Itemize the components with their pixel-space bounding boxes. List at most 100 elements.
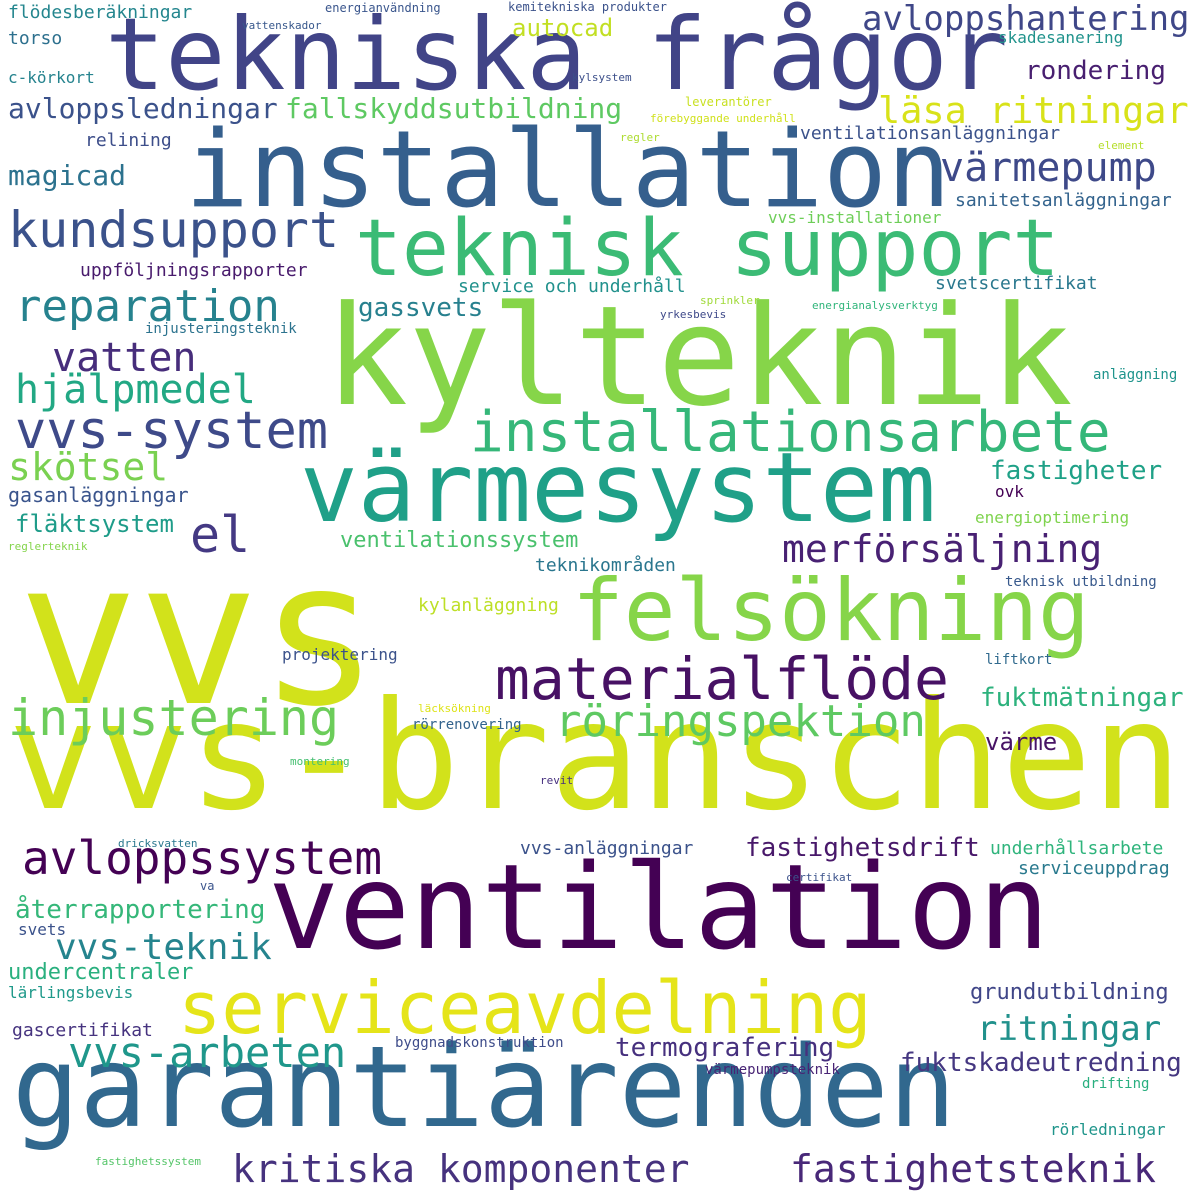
word: vvs-system — [15, 401, 329, 461]
word: fallskyddsutbildning — [285, 92, 623, 125]
word: garantiärenden — [12, 1023, 957, 1153]
word: c-körkort — [8, 68, 95, 87]
word: ovk — [995, 482, 1024, 501]
word: fastigheter — [990, 456, 1163, 486]
word: vvs-arbeten — [68, 1028, 347, 1077]
word: merförsäljning — [782, 527, 1103, 571]
word: vatten — [52, 335, 197, 381]
word: rörledningar — [1050, 1120, 1166, 1139]
word: relining — [85, 130, 172, 151]
word: serviceuppdrag — [1018, 858, 1170, 879]
word: fastighetsteknik — [790, 1147, 1157, 1191]
word: montering — [290, 755, 350, 768]
word: kylanläggning — [418, 595, 559, 616]
word: teknisk utbildning — [1005, 574, 1157, 590]
word: ventilationsanläggningar — [800, 123, 1061, 144]
word: injustering — [8, 689, 340, 747]
word: injusteringsteknik — [145, 321, 297, 337]
word: fastighetsdrift — [745, 833, 980, 863]
word: rondering — [1025, 56, 1166, 86]
word: fuktmätningar — [980, 683, 1184, 713]
word: liftkort — [985, 652, 1053, 668]
word: undercentraler — [8, 960, 194, 985]
word: vvs-branschen — [8, 670, 1182, 844]
word: leverantörer — [685, 95, 772, 109]
word: fläktsystem — [15, 510, 174, 538]
word: fuktskadeutredning — [900, 1048, 1182, 1078]
word: fastighetssystem — [95, 1155, 201, 1168]
word: energianalysverktyg — [812, 299, 938, 312]
word: installationsarbete — [470, 400, 1111, 465]
word: svetscertifikat — [935, 273, 1098, 294]
word: gassvets — [358, 293, 484, 323]
word: ventilationssystem — [340, 528, 579, 553]
word: sanitetsanläggningar — [955, 190, 1172, 211]
word: byggnadskonstruktion — [395, 1035, 564, 1051]
word: underhållsarbete — [990, 838, 1164, 859]
word: läcksökning — [418, 702, 491, 715]
word: dricksvatten — [118, 837, 198, 850]
word: anläggning — [1093, 367, 1178, 383]
word: installation — [185, 108, 951, 231]
word: termografering — [615, 1033, 835, 1063]
word: certifikat — [786, 871, 853, 884]
word: avloppsledningar — [8, 92, 278, 125]
word: svets — [18, 920, 67, 939]
word: projektering — [282, 645, 398, 664]
word: skötsel — [8, 445, 169, 489]
word: drifting — [1082, 1076, 1150, 1092]
word: vvs-teknik — [55, 927, 272, 968]
word: element — [1098, 139, 1145, 152]
word: ventilation — [268, 838, 1050, 976]
word: magicad — [8, 159, 127, 192]
word: gascertifikat — [12, 1020, 153, 1041]
word: kylsystem — [572, 71, 632, 84]
word: reparation — [15, 281, 280, 332]
word: tekniska frågor — [105, 0, 1009, 113]
word: revit — [540, 774, 574, 787]
word: teknisk support — [355, 204, 1060, 294]
word: avloppssystem — [22, 831, 383, 885]
word: grundutbildning — [970, 980, 1169, 1005]
word: service och underhåll — [458, 276, 686, 297]
word: gasanläggningar — [8, 483, 189, 507]
word: lärlingsbevis — [8, 983, 134, 1002]
word: reglerteknik — [8, 540, 88, 553]
word: el — [190, 506, 251, 564]
word: röringspektion — [555, 696, 926, 747]
word: värmepumpsteknik — [705, 1062, 840, 1078]
word: ritningar — [977, 1009, 1162, 1049]
word: felsökning — [572, 561, 1090, 661]
word: vvs-anläggningar — [520, 838, 694, 859]
word: teknikområden — [535, 555, 676, 576]
word: energianvändning — [325, 1, 441, 15]
word: värmesystem — [300, 432, 936, 544]
word: va — [200, 879, 215, 893]
word: sprinkler — [700, 294, 760, 307]
word: serviceavdelning — [178, 966, 872, 1050]
word: kritiska komponenter — [232, 1147, 690, 1191]
word: avloppshantering — [862, 0, 1190, 39]
word: vattenskador — [242, 19, 322, 32]
word: uppföljningsrapporter — [80, 260, 308, 281]
word: vvs-installationer — [768, 208, 942, 227]
word: autocad — [512, 14, 614, 42]
word: värme — [985, 728, 1058, 756]
word: förebyggande underhåll — [650, 112, 796, 125]
word: rörrenovering — [412, 717, 522, 733]
word: torso — [8, 28, 63, 49]
word: hjälpmedel — [15, 367, 256, 413]
word: återrapportering — [15, 895, 266, 925]
word: skadesanering — [998, 28, 1124, 47]
word: flödesberäkningar — [8, 2, 193, 23]
word: kylteknik — [325, 276, 1073, 437]
word: värmepump — [940, 145, 1157, 191]
word: energioptimering — [975, 508, 1130, 527]
word: kemitekniska produkter — [508, 0, 667, 14]
word: vvs — [18, 518, 380, 751]
word: kundsupport — [8, 201, 340, 259]
word: materialflöde — [495, 645, 949, 713]
word: yrkesbevis — [660, 308, 727, 321]
word: regler — [620, 131, 660, 144]
